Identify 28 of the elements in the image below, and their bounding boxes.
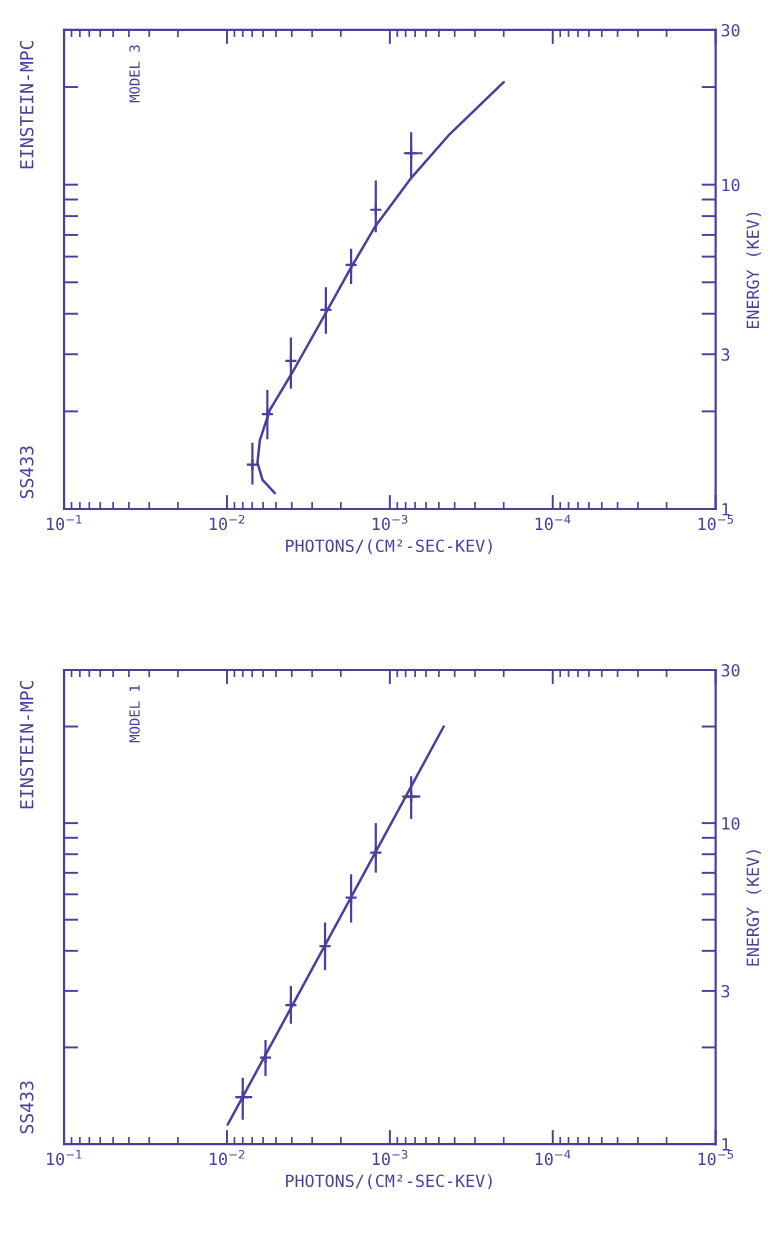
y-tick-label: 1 — [722, 1138, 730, 1151]
x-tick-label: 10$^{−1}$ — [47, 1150, 82, 1166]
y-tick-label: 30 — [721, 664, 740, 677]
text: EINSTEIN-MPC — [19, 40, 34, 169]
y-tick-label: 10 — [722, 178, 740, 192]
y-tick-label: 1 — [722, 503, 730, 516]
y-tick-label: 3 — [721, 348, 730, 361]
x-axis-title: PHOTONS/(CM²-SEC-KEV) — [286, 1174, 492, 1190]
x-tick-label: 10$^{−2}$ — [209, 1149, 245, 1166]
x-tick-label: 10$^{−2}$ — [209, 514, 245, 531]
x-tick-label: 10$^{−4}$ — [535, 515, 571, 531]
x-tick-label: 10$^{−4}$ — [535, 1150, 571, 1166]
x-tick-label: 10$^{−1}$ — [47, 515, 82, 531]
x-tick-label: 10$^{−5}$ — [698, 1150, 734, 1166]
text: SS433 — [19, 1081, 34, 1134]
x-tick-label: 10$^{−5}$ — [698, 515, 734, 531]
y-axis-title: ENERGY (KEV) — [746, 212, 762, 329]
y-axis-title: ENERGY (KEV) — [746, 850, 762, 966]
x-axis-title: PHOTONS/(CM²-SEC-KEV) — [286, 539, 492, 555]
text: EINSTEIN-MPC — [19, 680, 34, 809]
text: SS433 — [19, 446, 34, 499]
x-tick-label: 10$^{−3}$ — [372, 514, 408, 531]
y-tick-label: 3 — [721, 984, 730, 998]
annotation: MODEL 3 — [129, 45, 140, 103]
y-tick-label: 30 — [721, 23, 740, 37]
annotation: MODEL 1 — [129, 685, 140, 743]
x-tick-label: 10$^{−3}$ — [372, 1149, 408, 1166]
y-tick-label: 10 — [722, 817, 740, 830]
